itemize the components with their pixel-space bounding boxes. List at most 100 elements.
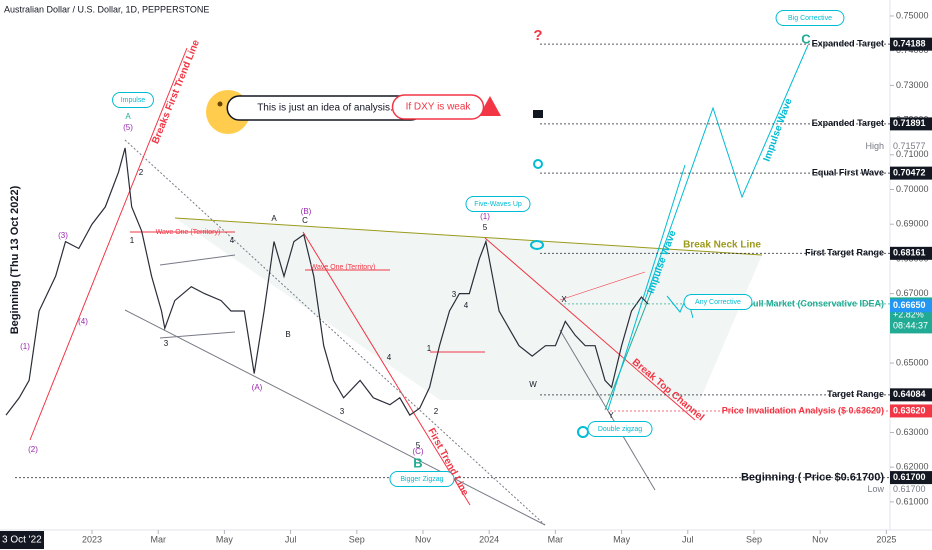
wave-label: C <box>801 31 811 46</box>
price-label-box <box>890 246 932 260</box>
wave-label: Y <box>608 411 614 420</box>
wave-label: B <box>413 455 422 470</box>
level-name: Beginning ( Price $0.61700) <box>741 471 884 483</box>
annotation: ? <box>533 27 542 44</box>
price-label: 0.71891 <box>893 118 926 128</box>
annotation-box <box>775 10 845 26</box>
channel-line <box>484 237 696 421</box>
price-label: 0.66650 <box>893 300 926 310</box>
wave-label: (1) <box>480 212 490 221</box>
price-label: 0.74188 <box>893 39 926 49</box>
annotation-box <box>391 94 485 120</box>
wave-label: C <box>302 216 308 225</box>
wave-label: W <box>529 380 537 389</box>
wave-label: (C) <box>412 447 423 456</box>
y-tick-label: 0.75000 <box>896 10 929 20</box>
price-label-box <box>890 404 932 418</box>
wave-line <box>607 164 686 411</box>
channel-line <box>559 271 646 301</box>
level-name: Equal First Wave <box>812 168 884 178</box>
y-tick-label: 0.61000 <box>896 496 929 506</box>
x-tick-label: May <box>613 534 631 544</box>
cursor-label-box <box>0 531 44 549</box>
wave-label: (4) <box>78 317 88 326</box>
price-label-box <box>890 37 932 51</box>
price-label: 0.61700 <box>893 472 926 482</box>
emoji-eye <box>217 101 223 107</box>
channel-line <box>124 139 546 526</box>
wave-line <box>159 254 236 266</box>
price-label-box <box>890 117 932 131</box>
y-tick-label: 0.73000 <box>896 80 929 90</box>
x-tick-label: 2023 <box>82 534 102 544</box>
wave-label: 3 <box>164 339 169 348</box>
wave-label: (A) <box>252 383 263 392</box>
y-tick-label: 0.63000 <box>896 427 929 437</box>
y-tick-label: 0.69000 <box>896 219 929 229</box>
wave-label: (5) <box>123 123 133 132</box>
wave-label: 4 <box>464 301 469 310</box>
x-tick-label: Sep <box>746 534 762 544</box>
x-tick-label: Sep <box>349 534 365 544</box>
price-label: 0.64084 <box>893 389 926 399</box>
wave-label: 2 <box>434 407 439 416</box>
wave-label: 3 <box>452 290 457 299</box>
wave-label: 1 <box>130 236 135 245</box>
trend-line <box>302 231 471 506</box>
x-tick-label: 2024 <box>479 534 499 544</box>
level-name: Bull Market (Conservative IDEA) <box>746 298 884 308</box>
x-tick-label: Jul <box>285 534 297 544</box>
level-name: Price Invalidation Analysis ($ 0.63620) <box>722 405 884 415</box>
annotation-box <box>112 92 154 108</box>
wave-label: (3) <box>58 231 68 240</box>
price-label-box <box>890 166 932 180</box>
wave-label: 4 <box>387 353 392 362</box>
channel-line <box>559 329 656 491</box>
flag-icon <box>533 110 543 118</box>
annotation-box <box>465 196 531 212</box>
annotation: Any Corrective <box>695 299 741 306</box>
level-name: Expanded Target <box>812 39 884 49</box>
price-label: 0.70472 <box>893 168 926 178</box>
x-tick-label: Nov <box>812 534 829 544</box>
countdown: 08:44:37 <box>893 320 928 330</box>
y-tick-label: 0.71000 <box>896 149 929 159</box>
annotation: If DXY is weak <box>406 102 472 113</box>
channel-line <box>124 309 546 526</box>
level-name: First Target Range <box>805 248 884 258</box>
y-tick-label: 0.65000 <box>896 357 929 367</box>
x-tick-label: Nov <box>415 534 432 544</box>
annotation-box <box>389 471 455 487</box>
trend-line <box>29 47 188 441</box>
wave-line <box>159 331 236 339</box>
wave-label: 5 <box>416 441 421 450</box>
annotation-box <box>683 294 753 310</box>
annotation: Double zigzag <box>598 426 642 433</box>
price-label-box <box>890 299 932 313</box>
level-name: Target Range <box>827 389 884 399</box>
x-tick-label: 2025 <box>876 534 896 544</box>
price-change: +2.82% <box>893 309 924 319</box>
level-name: High <box>865 141 884 151</box>
level-name: Expanded Target <box>812 118 884 128</box>
price-label-box <box>890 388 932 402</box>
x-tick-label: Mar <box>548 534 564 544</box>
wave-label: A <box>271 214 277 223</box>
wave-label: 5 <box>483 223 488 232</box>
annotation: Wave One (Territory) <box>156 229 221 236</box>
annotation: Impulse <box>121 97 146 104</box>
price-label: 0.68161 <box>893 248 926 258</box>
warning-icon <box>479 96 501 116</box>
x-tick-label: Jul <box>682 534 694 544</box>
cursor-label: 3 Oct '22 <box>2 535 42 546</box>
annotation: Big Corrective <box>788 15 832 22</box>
projection-path <box>644 44 809 301</box>
annotation: Bigger Zigzag <box>400 476 443 483</box>
wave-label: A <box>125 112 131 121</box>
wave-label: 2 <box>139 168 144 177</box>
wave-label: (B) <box>301 207 312 216</box>
price-label: 0.61700 <box>893 484 926 494</box>
y-tick-label: 0.62000 <box>896 462 929 472</box>
level-name: Low <box>867 484 884 494</box>
